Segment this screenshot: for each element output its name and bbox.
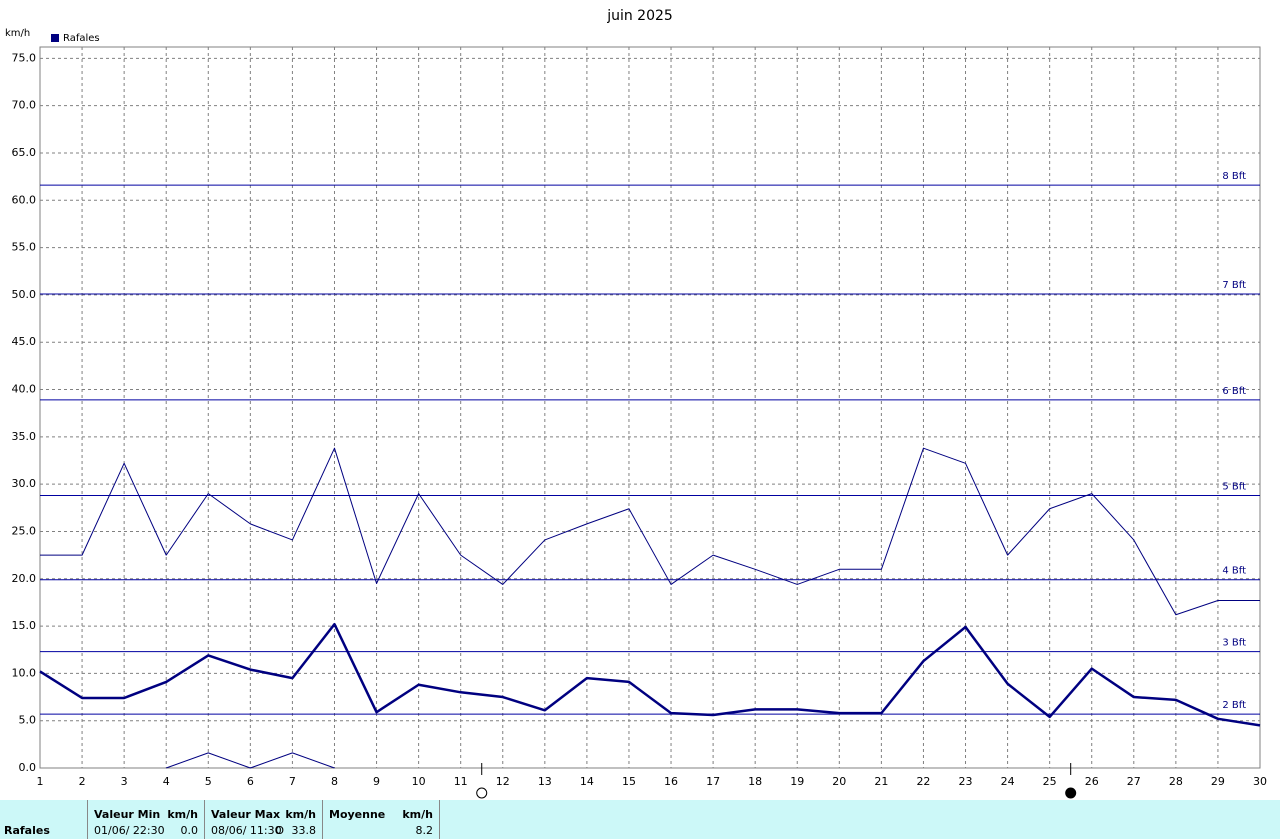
x-tick-label: 13 [538, 775, 552, 788]
beaufort-label: 7 Bft [1222, 280, 1246, 291]
x-tick-label: 22 [916, 775, 930, 788]
y-tick-label: 40.0 [12, 383, 37, 396]
beaufort-label: 2 Bft [1222, 700, 1246, 711]
x-tick-label: 17 [706, 775, 720, 788]
beaufort-label: 6 Bft [1222, 386, 1246, 397]
row-label: Rafales [4, 824, 50, 837]
col-title: Moyenne [329, 808, 386, 821]
col-date: 08/06/ 11:30 [211, 824, 282, 837]
x-tick-label: 4 [163, 775, 170, 788]
beaufort-label: 3 Bft [1222, 638, 1246, 649]
y-tick-label: 0.0 [19, 761, 37, 774]
x-tick-label: 27 [1127, 775, 1141, 788]
y-tick-label: 55.0 [12, 241, 37, 254]
x-tick-label: 26 [1085, 775, 1099, 788]
x-tick-label: 7 [289, 775, 296, 788]
y-tick-label: 30.0 [12, 477, 37, 490]
y-tick-label: 35.0 [12, 430, 37, 443]
x-tick-label: 29 [1211, 775, 1225, 788]
x-tick-label: 5 [205, 775, 212, 788]
y-tick-label: 25.0 [12, 524, 37, 537]
mean-cell: Moyenne km/h 8.2 [323, 800, 440, 839]
chart: juin 2025 km/h Rafales 0.0 5.0 10.0 15.0 20.… [5, 8, 1267, 799]
col-date: 01/06/ 22:30 [94, 824, 165, 837]
x-tick-label: 12 [496, 775, 510, 788]
y-tick-label: 75.0 [12, 51, 37, 64]
x-tick-label: 6 [247, 775, 254, 788]
x-tick-label: 20 [832, 775, 846, 788]
col-value: 33.8 [291, 824, 317, 837]
series-line [40, 447, 1260, 616]
x-tick-label: 15 [622, 775, 636, 788]
y-tick-label: 70.0 [12, 99, 37, 112]
row-header: Rafales [0, 800, 88, 839]
y-tick-label: 50.0 [12, 288, 37, 301]
chart-title: juin 2025 [606, 8, 673, 24]
max-cell: Valeur Max km/h 08/06/ 11:30 O 33.8 [205, 800, 323, 839]
x-tick-label: 10 [412, 775, 426, 788]
y-tick-label: 10.0 [12, 666, 37, 679]
y-axis-label: km/h [5, 28, 30, 39]
col-direction: O [275, 824, 284, 837]
x-tick-label: 19 [790, 775, 804, 788]
x-tick-label: 3 [121, 775, 128, 788]
x-tick-label: 21 [874, 775, 888, 788]
x-tick-label: 23 [959, 775, 973, 788]
x-tick-label: 16 [664, 775, 678, 788]
beaufort-label: 8 Bft [1222, 171, 1246, 182]
x-tick-label: 1 [37, 775, 44, 788]
col-title: Valeur Max [211, 808, 281, 821]
min-cell: Valeur Min km/h 01/06/ 22:30 0.0 [88, 800, 205, 839]
beaufort-label: 5 Bft [1222, 481, 1246, 492]
col-title: Valeur Min [94, 808, 161, 821]
x-tick-label: 25 [1043, 775, 1057, 788]
x-tick-label: 14 [580, 775, 594, 788]
x-tick-label: 18 [748, 775, 762, 788]
y-tick-label: 65.0 [12, 146, 37, 159]
beaufort-label: 4 Bft [1222, 566, 1246, 577]
summary-table: Rafales Valeur Min km/h 01/06/ 22:30 0.0… [0, 800, 1280, 839]
col-unit: km/h [167, 808, 198, 821]
col-unit: km/h [285, 808, 316, 821]
legend-swatch [51, 34, 59, 42]
y-tick-label: 15.0 [12, 619, 37, 632]
series-line [166, 752, 335, 769]
x-tick-label: 30 [1253, 775, 1267, 788]
legend-label: Rafales [63, 33, 100, 44]
y-tick-label: 5.0 [19, 714, 37, 727]
x-tick-label: 2 [79, 775, 86, 788]
col-unit: km/h [402, 808, 433, 821]
x-tick-label: 24 [1001, 775, 1015, 788]
moon-marker [476, 787, 488, 799]
series-line [39, 622, 1261, 727]
col-value: 8.2 [415, 824, 434, 837]
y-tick-label: 60.0 [12, 193, 37, 206]
x-tick-label: 28 [1169, 775, 1183, 788]
x-tick-label: 8 [331, 775, 338, 788]
moon-marker [1065, 787, 1077, 799]
x-tick-label: 11 [454, 775, 468, 788]
y-tick-label: 45.0 [12, 335, 37, 348]
y-tick-label: 20.0 [12, 572, 37, 585]
col-value: 0.0 [180, 824, 199, 837]
x-tick-label: 9 [373, 775, 380, 788]
